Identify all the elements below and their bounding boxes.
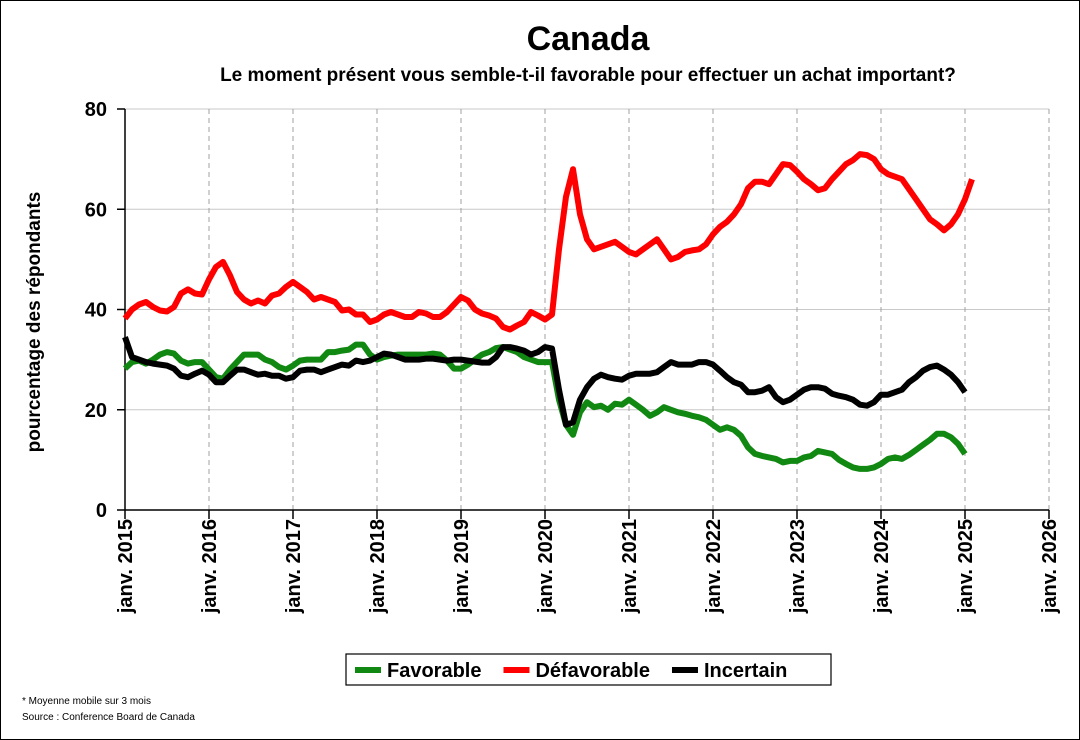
legend-label-favorable: Favorable xyxy=(387,660,481,682)
x-tick-label: janv. 2020 xyxy=(535,519,557,614)
y-tick-label: 60 xyxy=(85,199,107,221)
x-tick-label: janv. 2024 xyxy=(871,518,893,614)
x-tick-label: janv. 2018 xyxy=(367,519,389,614)
legend: Favorable Défavorable Incertain xyxy=(345,653,832,686)
x-tick-label: janv. 2025 xyxy=(955,519,977,614)
y-tick-label: 40 xyxy=(85,300,107,322)
legend-label-incertain: Incertain xyxy=(704,660,787,682)
legend-box xyxy=(345,653,832,686)
x-tick-label: janv. 2023 xyxy=(787,519,809,614)
footnote: * Moyenne mobile sur 3 mois xyxy=(22,696,151,707)
y-axis-label: pourcentage des répondants xyxy=(24,192,45,453)
y-tick-label: 20 xyxy=(85,400,107,422)
series-line-dfavorable xyxy=(122,151,975,333)
axes: 0 20 40 60 80 janv. 2015 janv. 2016 janv. 2017 j… xyxy=(85,99,1061,614)
y-tick-label: 80 xyxy=(85,99,107,121)
x-tick-label: janv. 2016 xyxy=(199,519,221,614)
x-tick-label: janv. 2021 xyxy=(619,519,641,614)
x-tick-label: janv. 2019 xyxy=(451,519,473,614)
x-tick-label: janv. 2017 xyxy=(283,519,305,614)
chart-subtitle: Le moment présent vous semble-t-il favor… xyxy=(220,65,956,86)
x-tick-label: janv. 2015 xyxy=(115,519,137,614)
source-note: Source : Conference Board de Canada xyxy=(22,712,195,723)
y-tick-label: 0 xyxy=(96,500,107,522)
x-tick-label: janv. 2022 xyxy=(703,519,725,614)
series-line-favorable xyxy=(122,341,968,472)
legend-label-dfavorable: Défavorable xyxy=(535,660,650,682)
grid xyxy=(124,108,1050,510)
x-tick-label: janv. 2026 xyxy=(1039,519,1061,614)
chart-title: Canada xyxy=(527,20,651,58)
series-group xyxy=(122,151,975,472)
series-line-incertain xyxy=(122,336,968,428)
